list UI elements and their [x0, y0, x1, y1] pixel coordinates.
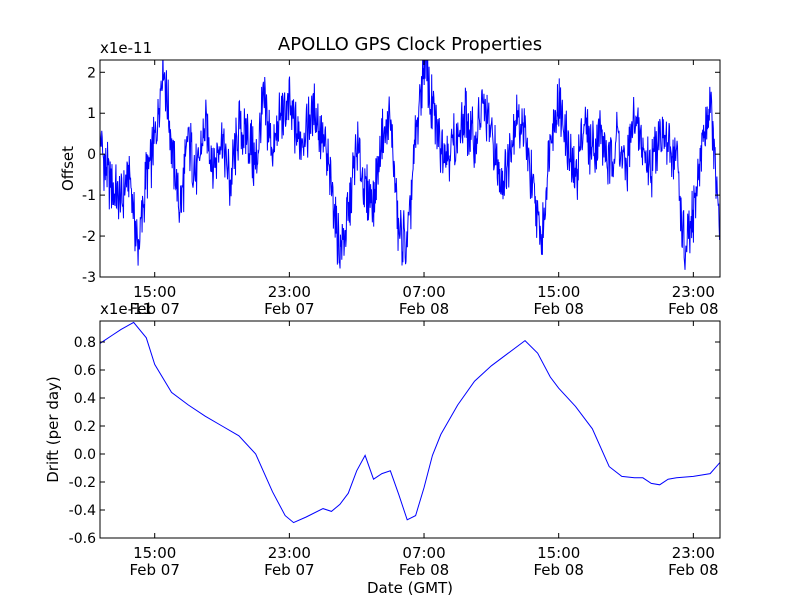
x-tick-time-label: 15:00 [537, 283, 580, 301]
y-tick-label: -0.4 [69, 503, 96, 519]
y-tick-label: -1 [82, 188, 96, 204]
y-tick-label: -0.6 [69, 531, 96, 547]
x-tick-date-label: Feb 08 [668, 300, 718, 318]
x-tick-date-label: Feb 08 [668, 561, 718, 579]
x-tick-time-label: 23:00 [268, 283, 311, 301]
y-tick-label: 0.2 [74, 419, 96, 435]
x-tick-date-label: Feb 08 [533, 300, 583, 318]
y-axis-label: Offset [59, 146, 77, 191]
x-tick-time-label: 07:00 [402, 544, 445, 562]
y-tick-label: 2 [87, 65, 96, 81]
y-tick-label: 0.8 [74, 335, 96, 351]
y-tick-label: 0 [87, 147, 96, 163]
x-tick-time-label: 15:00 [133, 283, 176, 301]
drift-series-line [100, 321, 720, 524]
figure-title: APOLLO GPS Clock Properties [278, 34, 542, 55]
y-multiplier-label: x1e-11 [100, 300, 152, 318]
y-axis-label: Drift (per day) [44, 376, 62, 483]
x-tick-date-label: Feb 07 [264, 300, 314, 318]
y-tick-label: 1 [87, 106, 96, 122]
offset-series-line [100, 60, 720, 270]
x-tick-time-label: 15:00 [537, 544, 580, 562]
y-tick-label: -3 [82, 270, 96, 286]
axes-frame [99, 320, 721, 539]
x-axis-label: Date (GMT) [367, 579, 453, 597]
x-tick-time-label: 15:00 [133, 544, 176, 562]
x-tick-date-label: Feb 08 [399, 561, 449, 579]
x-tick-date-label: Feb 07 [129, 300, 179, 318]
y-multiplier-label: x1e-11 [100, 39, 152, 57]
x-tick-time-label: 23:00 [672, 544, 715, 562]
x-tick-date-label: Feb 08 [533, 561, 583, 579]
x-tick-date-label: Feb 07 [129, 561, 179, 579]
x-tick-date-label: Feb 08 [399, 300, 449, 318]
x-tick-time-label: 07:00 [402, 283, 445, 301]
x-tick-time-label: 23:00 [672, 283, 715, 301]
y-tick-label: 0.0 [74, 447, 96, 463]
y-tick-label: -2 [82, 229, 96, 245]
axes-frame [99, 59, 721, 278]
y-tick-label: -0.2 [69, 475, 96, 491]
y-tick-label: 0.6 [74, 363, 96, 379]
x-tick-date-label: Feb 07 [264, 561, 314, 579]
y-tick-label: 0.4 [74, 391, 96, 407]
x-tick-time-label: 23:00 [268, 544, 311, 562]
